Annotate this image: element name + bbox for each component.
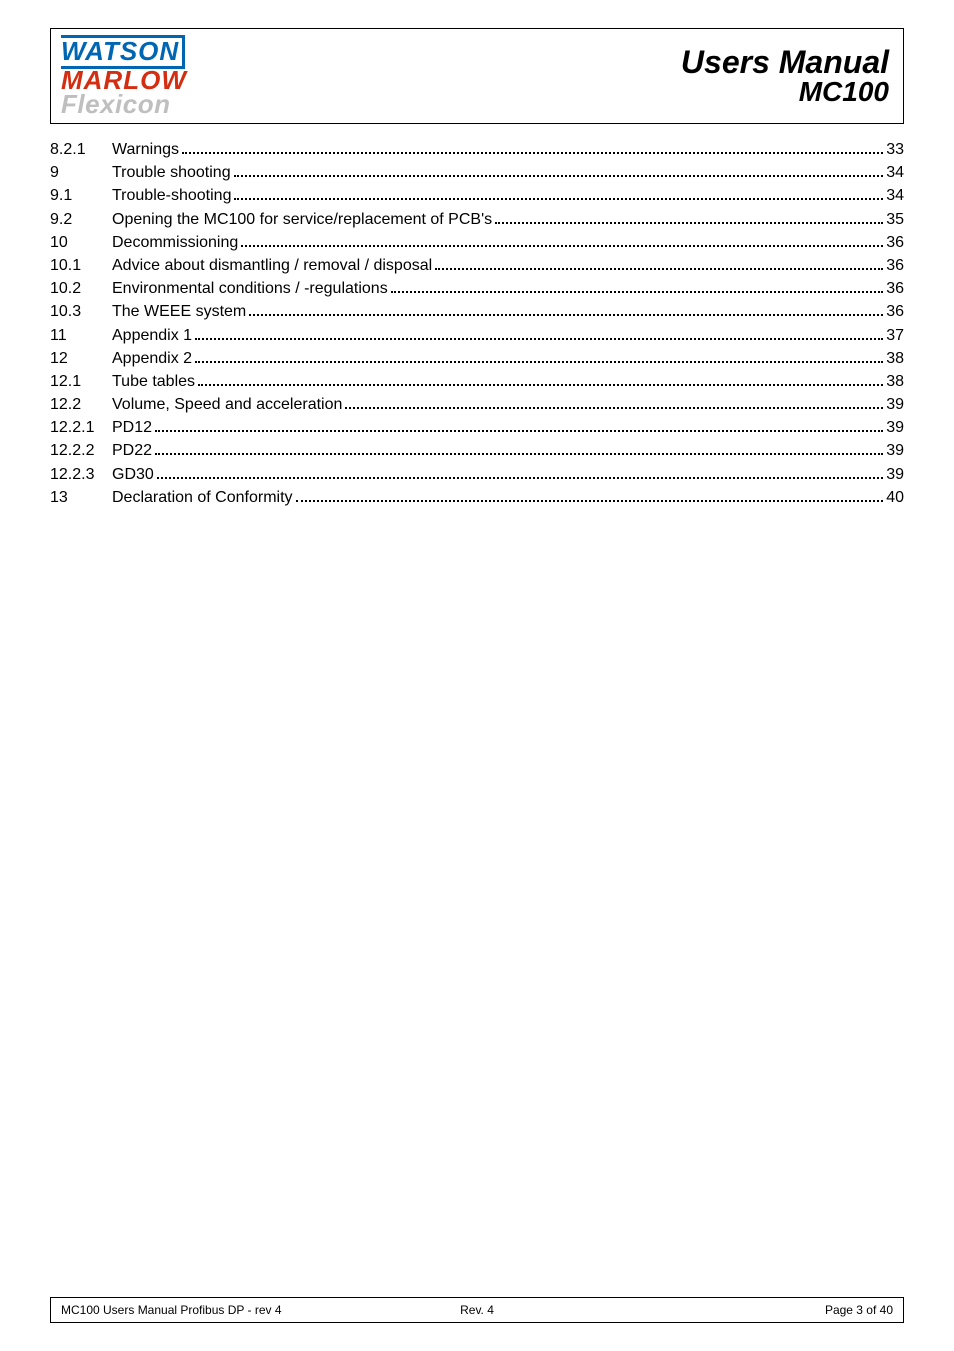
toc-section-title: Appendix 2 <box>112 347 192 370</box>
toc-section-number: 10.2 <box>50 277 112 300</box>
toc-row: 10Decommissioning 36 <box>50 231 904 254</box>
toc-row: 9Trouble shooting 34 <box>50 161 904 184</box>
toc-row: 10.2Environmental conditions / -regulati… <box>50 277 904 300</box>
toc-row: 9.1Trouble-shooting 34 <box>50 184 904 207</box>
toc-leader-dots <box>234 189 883 200</box>
toc-row: 11Appendix 1 37 <box>50 324 904 347</box>
toc-section-title: Decommissioning <box>112 231 238 254</box>
toc-row: 12.2Volume, Speed and acceleration 39 <box>50 393 904 416</box>
toc-leader-dots <box>391 282 884 293</box>
toc-section-title: PD12 <box>112 416 152 439</box>
table-of-contents: 8.2.1Warnings339Trouble shooting349.1Tro… <box>50 138 904 509</box>
toc-page-number: 39 <box>886 416 904 439</box>
logo-line-watson: WATSON <box>61 35 185 68</box>
toc-page-number: 37 <box>886 324 904 347</box>
toc-leader-dots <box>249 305 883 316</box>
toc-section-number: 10.1 <box>50 254 112 277</box>
toc-section-title: PD22 <box>112 439 152 462</box>
toc-row: 8.2.1Warnings 33 <box>50 138 904 161</box>
toc-row: 12.1Tube tables 38 <box>50 370 904 393</box>
toc-row: 10.3The WEEE system 36 <box>50 300 904 323</box>
toc-leader-dots <box>234 166 884 177</box>
toc-page-number: 40 <box>886 486 904 509</box>
footer-center: Rev. 4 <box>460 1303 494 1317</box>
toc-page-number: 36 <box>886 277 904 300</box>
toc-page-number: 36 <box>886 231 904 254</box>
toc-page-number: 36 <box>886 300 904 323</box>
toc-section-title: Advice about dismantling / removal / dis… <box>112 254 432 277</box>
toc-section-number: 12.2.3 <box>50 463 112 486</box>
toc-section-number: 12.2 <box>50 393 112 416</box>
toc-section-title: Tube tables <box>112 370 195 393</box>
toc-section-title: Environmental conditions / -regulations <box>112 277 388 300</box>
toc-section-title: Trouble-shooting <box>112 184 231 207</box>
toc-section-number: 12.1 <box>50 370 112 393</box>
toc-section-title: Opening the MC100 for service/replacemen… <box>112 208 492 231</box>
toc-section-title: Volume, Speed and acceleration <box>112 393 342 416</box>
title-block: Users Manual MC100 <box>681 33 893 119</box>
toc-section-number: 9.2 <box>50 208 112 231</box>
doc-subtitle: MC100 <box>799 78 889 106</box>
toc-section-title: Warnings <box>112 138 179 161</box>
toc-page-number: 34 <box>886 161 904 184</box>
toc-section-number: 8.2.1 <box>50 138 112 161</box>
toc-page-number: 39 <box>886 439 904 462</box>
toc-row: 13Declaration of Conformity 40 <box>50 486 904 509</box>
toc-leader-dots <box>155 444 883 455</box>
toc-leader-dots <box>155 421 883 432</box>
header-box: WATSON MARLOW Flexicon Users Manual MC10… <box>50 28 904 124</box>
footer-box: MC100 Users Manual Profibus DP - rev 4 R… <box>50 1297 904 1323</box>
logo-watson-wrap: WATSON <box>61 35 187 68</box>
toc-page-number: 33 <box>886 138 904 161</box>
doc-title: Users Manual <box>681 46 889 78</box>
toc-section-number: 9.1 <box>50 184 112 207</box>
toc-leader-dots <box>195 328 883 339</box>
footer-right: Page 3 of 40 <box>825 1303 893 1317</box>
toc-leader-dots <box>296 491 884 502</box>
toc-page-number: 39 <box>886 393 904 416</box>
toc-section-number: 12 <box>50 347 112 370</box>
logo-line-flexicon: Flexicon <box>61 91 187 117</box>
footer-left: MC100 Users Manual Profibus DP - rev 4 <box>61 1303 282 1317</box>
toc-page-number: 39 <box>886 463 904 486</box>
toc-section-number: 9 <box>50 161 112 184</box>
toc-leader-dots <box>195 352 883 363</box>
toc-section-title: Declaration of Conformity <box>112 486 293 509</box>
toc-section-number: 13 <box>50 486 112 509</box>
toc-section-number: 11 <box>50 324 112 347</box>
toc-page-number: 35 <box>886 208 904 231</box>
toc-section-title: The WEEE system <box>112 300 246 323</box>
toc-row: 12Appendix 2 38 <box>50 347 904 370</box>
toc-section-number: 10.3 <box>50 300 112 323</box>
logo-block: WATSON MARLOW Flexicon <box>57 33 187 119</box>
toc-row: 12.2.1PD12 39 <box>50 416 904 439</box>
toc-leader-dots <box>241 236 883 247</box>
toc-section-title: GD30 <box>112 463 154 486</box>
toc-section-title: Appendix 1 <box>112 324 192 347</box>
toc-page-number: 38 <box>886 347 904 370</box>
toc-page-number: 34 <box>886 184 904 207</box>
toc-leader-dots <box>495 212 883 223</box>
toc-leader-dots <box>157 467 883 478</box>
toc-section-number: 10 <box>50 231 112 254</box>
toc-row: 12.2.2PD22 39 <box>50 439 904 462</box>
toc-leader-dots <box>435 259 883 270</box>
toc-page-number: 36 <box>886 254 904 277</box>
toc-section-number: 12.2.2 <box>50 439 112 462</box>
toc-row: 10.1Advice about dismantling / removal /… <box>50 254 904 277</box>
toc-leader-dots <box>345 398 883 409</box>
toc-section-title: Trouble shooting <box>112 161 231 184</box>
toc-row: 9.2Opening the MC100 for service/replace… <box>50 208 904 231</box>
toc-page-number: 38 <box>886 370 904 393</box>
toc-leader-dots <box>198 375 883 386</box>
toc-section-number: 12.2.1 <box>50 416 112 439</box>
page-frame: WATSON MARLOW Flexicon Users Manual MC10… <box>50 28 904 1281</box>
toc-row: 12.2.3GD30 39 <box>50 463 904 486</box>
toc-leader-dots <box>182 143 883 154</box>
